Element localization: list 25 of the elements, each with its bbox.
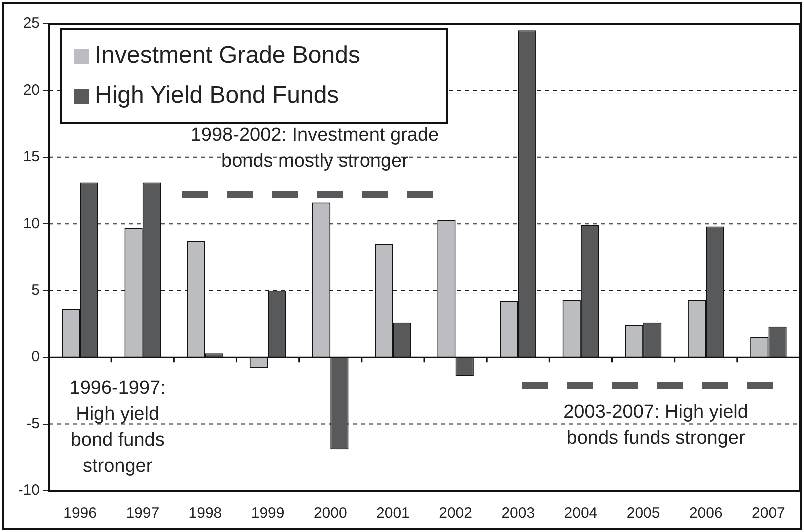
y-tick-label: 25: [23, 15, 40, 32]
annotation: 1996-1997: High yield bond funds stronger: [70, 377, 166, 480]
x-tick-label: 2003: [502, 505, 536, 522]
y-tick-label: 20: [23, 82, 40, 99]
x-tick-label: 2000: [314, 505, 348, 522]
y-tick-label: 0: [32, 348, 40, 366]
x-tick-label: 1996: [64, 505, 97, 522]
x-tick-label: 2005: [626, 505, 660, 522]
x-tick-label: 2006: [689, 505, 723, 522]
y-tick-label: -5: [26, 415, 40, 432]
x-tick-label: 2002: [439, 505, 472, 522]
y-tick-label: 5: [32, 282, 40, 299]
x-tick-label: 2001: [376, 505, 410, 522]
x-tick-label: 1999: [251, 505, 285, 522]
annotation: 2003-2007: High yield bonds funds stronger: [564, 401, 748, 452]
x-tick-label: 1997: [126, 505, 160, 522]
legend-label: Investment Grade Bonds: [95, 42, 360, 70]
y-tick-label: 10: [23, 215, 40, 232]
x-tick-label: 2004: [564, 505, 598, 522]
annotation: 1998-2002: Investment grade bonds mostly stronger: [190, 124, 440, 174]
y-tick-label: 15: [23, 148, 40, 166]
legend-label: High Yield Bond Funds: [95, 82, 340, 110]
x-tick-label: 1998: [188, 505, 222, 522]
x-tick-label: 2007: [752, 505, 786, 522]
y-tick-label: -10: [18, 482, 40, 500]
